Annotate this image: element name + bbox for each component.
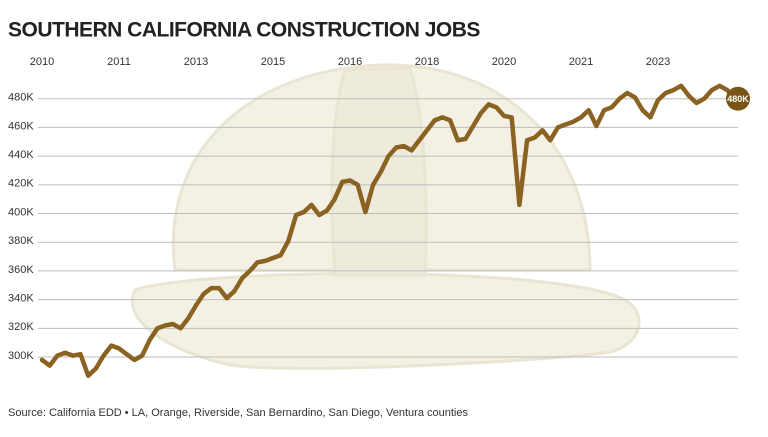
x-tick-label: 2015 xyxy=(261,56,285,68)
x-tick-label: 2023 xyxy=(646,56,670,68)
source-note: Source: California EDD • LA, Orange, Riv… xyxy=(8,407,468,419)
end-marker xyxy=(726,86,750,111)
y-tick-label: 360K xyxy=(8,264,34,276)
y-tick-label: 400K xyxy=(8,206,34,218)
y-tick-label: 420K xyxy=(8,178,34,190)
y-tick-label: 320K xyxy=(8,321,34,333)
y-tick-label: 340K xyxy=(8,293,34,305)
chart-title: SOUTHERN CALIFORNIA CONSTRUCTION JOBS xyxy=(8,19,480,42)
x-tick-label: 2010 xyxy=(30,56,54,68)
y-tick-label: 440K xyxy=(8,149,34,161)
y-tick-label: 460K xyxy=(8,120,34,132)
x-tick-label: 2016 xyxy=(338,56,362,68)
data-line xyxy=(39,83,738,378)
y-tick-label: 380K xyxy=(8,235,34,247)
x-tick-label: 2013 xyxy=(184,56,208,68)
x-tick-label: 2018 xyxy=(415,56,439,68)
x-tick-label: 2020 xyxy=(492,56,516,68)
x-tick-label: 2021 xyxy=(569,56,593,68)
y-tick-label: 300K xyxy=(8,350,34,362)
end-label: 480K xyxy=(727,94,749,104)
y-tick-label: 480K xyxy=(8,92,34,104)
x-tick-label: 2011 xyxy=(107,56,131,68)
helmet-background xyxy=(130,63,641,370)
